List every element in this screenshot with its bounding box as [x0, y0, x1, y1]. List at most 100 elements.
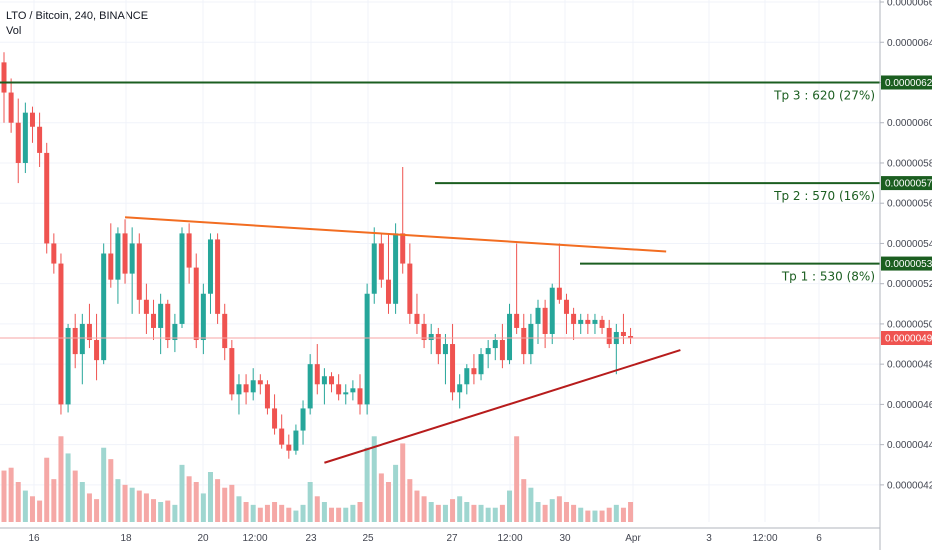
- volume-bar: [464, 502, 470, 522]
- volume-bar: [400, 443, 406, 522]
- candle-body: [236, 384, 242, 395]
- candle-body: [507, 313, 513, 361]
- candle-body: [44, 152, 50, 244]
- volume-bar: [79, 482, 85, 522]
- volume-bar: [521, 479, 527, 522]
- volume-bar: [371, 436, 377, 522]
- volume-bar: [628, 502, 634, 522]
- current-price-tag: [881, 331, 932, 346]
- volume-bar: [499, 504, 505, 522]
- grid: [0, 0, 880, 522]
- volume-bar: [457, 496, 463, 522]
- volume-bar: [385, 482, 391, 522]
- candle-body: [215, 239, 221, 314]
- candle-body: [556, 287, 562, 300]
- volume-bar: [15, 482, 21, 522]
- volume-bar: [442, 504, 448, 522]
- candle-body: [400, 233, 406, 264]
- volume-bar: [143, 493, 149, 522]
- candle-body: [585, 319, 591, 324]
- candle-body: [606, 327, 612, 345]
- volume-bar: [620, 507, 626, 522]
- volume-bar: [307, 482, 313, 522]
- x-tick-label: 12:00: [752, 533, 777, 544]
- volume-bar: [29, 496, 35, 522]
- volume-bar: [51, 479, 57, 522]
- volume-bar: [37, 500, 43, 522]
- candle-body: [307, 364, 313, 409]
- candle-body: [371, 243, 377, 294]
- volume-bar: [535, 502, 541, 522]
- overlay-lines: Tp 3 : 620 (27%) Tp 2 : 570 (16%) Tp 1 : 5…: [0, 81, 880, 464]
- symbol-header: LTO / Bitcoin, 240, BINANCE: [6, 10, 149, 22]
- candle-body: [279, 428, 285, 445]
- y-tick-label: 0.00000420: [887, 480, 932, 491]
- candle-body: [79, 323, 85, 355]
- volume-bar: [471, 504, 477, 522]
- volume-bar: [186, 476, 192, 522]
- candle-body: [407, 263, 413, 314]
- volume-bar: [215, 479, 221, 522]
- volume-bar: [321, 502, 327, 522]
- candle-body: [329, 376, 335, 385]
- current-price-value: 0.00000493: [885, 334, 932, 345]
- volume-bar: [257, 507, 263, 522]
- candle-body: [108, 253, 114, 280]
- candle-body: [457, 384, 463, 393]
- volume-bar: [293, 510, 299, 522]
- volume-bar: [329, 507, 335, 522]
- volume-bar: [129, 487, 135, 522]
- candle-body: [300, 408, 306, 431]
- volume-bar: [115, 479, 121, 522]
- candle-body: [563, 299, 569, 314]
- volume-bar: [514, 436, 520, 522]
- volume-bar: [343, 507, 349, 522]
- volume-bar: [193, 482, 199, 522]
- volume-bar: [222, 487, 228, 522]
- candles: [1, 52, 634, 459]
- candle-body: [592, 319, 598, 324]
- candle-body: [442, 344, 448, 355]
- volume-bar: [236, 496, 242, 522]
- candle-body: [122, 233, 128, 274]
- volume-bar: [556, 496, 562, 522]
- x-tick-label: Apr: [625, 533, 641, 544]
- candle-body: [243, 384, 249, 393]
- candle-body: [94, 340, 100, 361]
- candle-body: [628, 335, 634, 339]
- candle-body: [136, 243, 142, 300]
- volume-bar: [122, 484, 128, 522]
- volume-bar: [165, 500, 171, 522]
- volume-bar: [44, 457, 50, 522]
- candle-body: [58, 263, 64, 405]
- volume-bar: [585, 510, 591, 522]
- volume-bar: [528, 487, 534, 522]
- candle-body: [571, 313, 577, 324]
- target-price-tag: [881, 176, 932, 191]
- candle-body: [528, 323, 534, 355]
- volume-bar: [378, 473, 384, 522]
- volume-bar: [563, 502, 569, 522]
- volume-bar: [599, 510, 605, 522]
- resistance-trendline: [124, 216, 667, 253]
- candle-body: [272, 408, 278, 429]
- volume-bar: [549, 499, 555, 522]
- volume-bar: [421, 496, 427, 522]
- candle-body: [15, 122, 21, 163]
- volume-bar: [592, 510, 598, 522]
- volume-bars: [1, 436, 634, 522]
- candle-body: [72, 327, 78, 355]
- candle-body: [343, 392, 349, 395]
- volume-bar: [86, 493, 92, 522]
